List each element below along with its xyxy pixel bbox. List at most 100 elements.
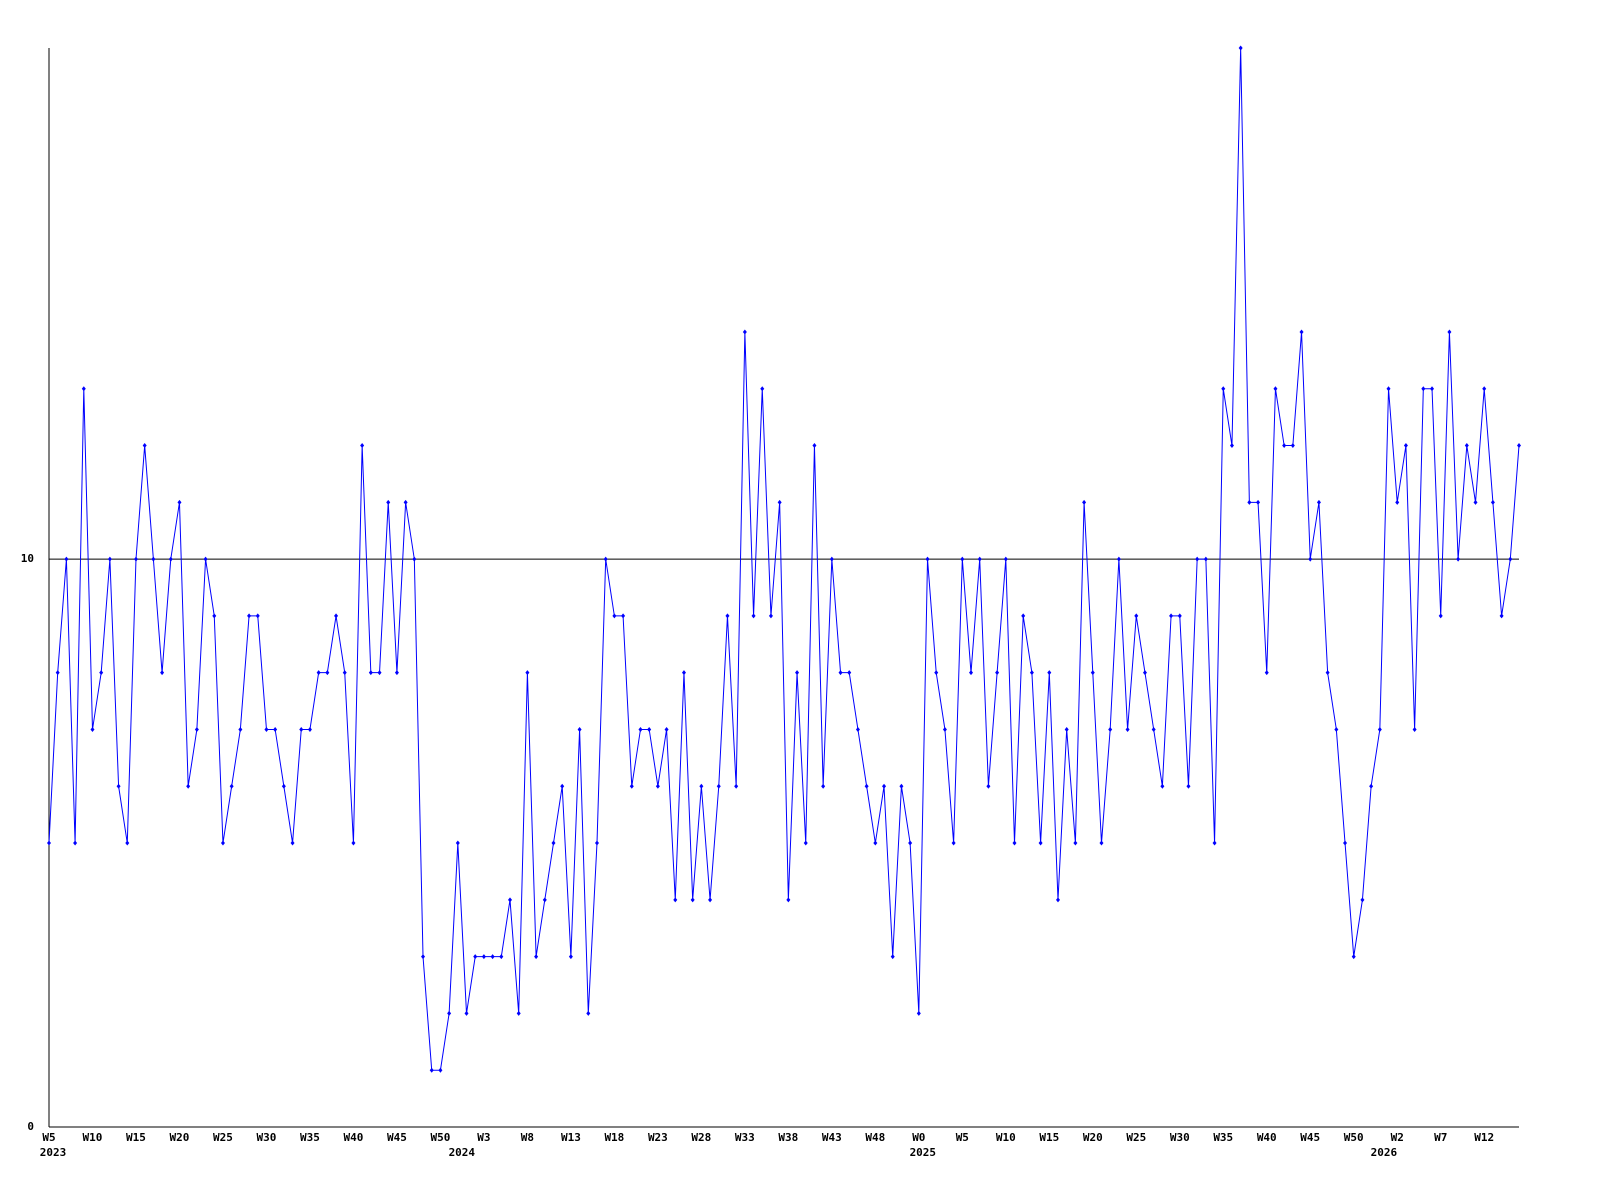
data-point [490, 954, 495, 960]
data-point [725, 613, 730, 619]
data-point [203, 556, 208, 562]
data-point [1499, 613, 1504, 619]
data-point [1351, 954, 1356, 960]
data-point [795, 670, 800, 676]
x-tick-label: W28 [691, 1131, 711, 1144]
x-tick-label: W30 [1170, 1131, 1190, 1144]
data-point [1064, 726, 1069, 732]
data-point [351, 840, 356, 846]
data-point [716, 783, 721, 789]
x-tick-label: W50 [1344, 1131, 1364, 1144]
x-tick-label: W45 [1300, 1131, 1320, 1144]
x-tick-label: W3 [477, 1131, 490, 1144]
data-point [334, 613, 339, 619]
data-point [1308, 556, 1313, 562]
data-point [742, 329, 747, 335]
data-point [1029, 670, 1034, 676]
data-point [899, 783, 904, 789]
data-point [1151, 726, 1156, 732]
data-point [1508, 556, 1513, 562]
data-point [838, 670, 843, 676]
data-point [377, 670, 382, 676]
data-point [1473, 499, 1478, 505]
data-point [855, 726, 860, 732]
x-tick-label: W7 [1434, 1131, 1447, 1144]
x-tick-label: W13 [561, 1131, 581, 1144]
data-point [1116, 556, 1121, 562]
x-tick-label: W15 [126, 1131, 146, 1144]
data-point [499, 954, 504, 960]
data-point [1090, 670, 1095, 676]
data-point [1212, 840, 1217, 846]
x-tick-label: W0 [912, 1131, 925, 1144]
data-point [603, 556, 608, 562]
x-tick-label: W15 [1039, 1131, 1059, 1144]
x-tick-label: W10 [996, 1131, 1016, 1144]
data-point [160, 670, 165, 676]
data-point [81, 386, 86, 392]
data-point [73, 840, 78, 846]
data-point [586, 1010, 591, 1016]
data-point [1447, 329, 1452, 335]
data-point [255, 613, 260, 619]
data-point [1395, 499, 1400, 505]
data-point [699, 783, 704, 789]
data-point [1195, 556, 1200, 562]
x-tick-label: W25 [213, 1131, 233, 1144]
x-tick-label: W40 [1257, 1131, 1277, 1144]
data-point [934, 670, 939, 676]
data-point [325, 670, 330, 676]
data-point [777, 499, 782, 505]
data-point [1403, 443, 1408, 449]
data-point [186, 783, 191, 789]
data-point [386, 499, 391, 505]
data-point [508, 897, 513, 903]
data-point [394, 670, 399, 676]
x-tick-label: W10 [83, 1131, 103, 1144]
data-point [621, 613, 626, 619]
x-tick-label: W30 [257, 1131, 277, 1144]
data-point [142, 443, 147, 449]
data-point [1160, 783, 1165, 789]
x-tick-label: W23 [648, 1131, 668, 1144]
x-tick-label: W8 [521, 1131, 534, 1144]
x-tick-label: W20 [1083, 1131, 1103, 1144]
data-point [969, 670, 974, 676]
data-point [960, 556, 965, 562]
data-point [751, 613, 756, 619]
data-point [264, 726, 269, 732]
year-label: 2025 [910, 1146, 937, 1159]
data-point [1012, 840, 1017, 846]
data-point [864, 783, 869, 789]
data-point [1082, 499, 1087, 505]
data-point [1464, 443, 1469, 449]
data-point [516, 1010, 521, 1016]
data-point [829, 556, 834, 562]
data-point [168, 556, 173, 562]
x-tick-label: W35 [300, 1131, 320, 1144]
data-point [90, 726, 95, 732]
data-point [368, 670, 373, 676]
x-tick-label: W38 [778, 1131, 798, 1144]
data-point [273, 726, 278, 732]
x-tick-label: W20 [170, 1131, 190, 1144]
data-point [925, 556, 930, 562]
x-tick-label: W43 [822, 1131, 842, 1144]
data-point [481, 954, 486, 960]
x-tick-label: W25 [1126, 1131, 1146, 1144]
data-point [1177, 613, 1182, 619]
data-point [1325, 670, 1330, 676]
data-point [1490, 499, 1495, 505]
data-point [664, 726, 669, 732]
data-point [1003, 556, 1008, 562]
data-point [360, 443, 365, 449]
data-point [1334, 726, 1339, 732]
data-point [1377, 726, 1382, 732]
data-point [1055, 897, 1060, 903]
data-point [942, 726, 947, 732]
data-point [438, 1067, 443, 1073]
data-point [873, 840, 878, 846]
series-line [48, 47, 1520, 1071]
data-point [1142, 670, 1147, 676]
data-point [281, 783, 286, 789]
